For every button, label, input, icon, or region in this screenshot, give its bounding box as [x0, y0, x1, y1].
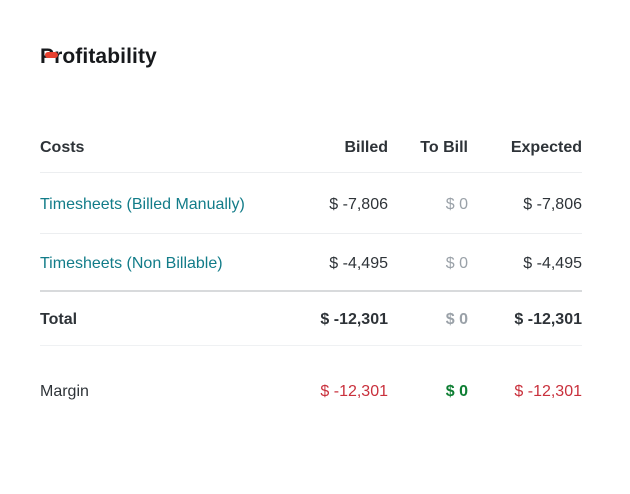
to-bill-value: $ 0	[388, 233, 468, 292]
billed-value: $ -4,495	[278, 233, 388, 292]
margin-row: Margin $ -12,301 $ 0 $ -12,301	[40, 345, 582, 435]
table-header: Costs Billed To Bill Expected	[40, 122, 582, 173]
total-billed-value: $ -12,301	[278, 291, 388, 346]
total-label: Total	[40, 291, 278, 346]
margin-billed-value: $ -12,301	[320, 383, 388, 401]
profitability-table: Costs Billed To Bill Expected Timesheets…	[40, 122, 582, 435]
table-row: Timesheets (Non Billable) $ -4,495 $ 0 $…	[40, 233, 582, 292]
expected-value: $ -4,495	[468, 233, 582, 292]
total-expected-value: $ -12,301	[468, 291, 582, 346]
panel-content: Profitability Costs Billed To Bill Expec…	[0, 44, 630, 435]
red-dash-decoration	[45, 52, 58, 58]
column-header-costs: Costs	[40, 122, 278, 173]
profitability-panel: Profitability Costs Billed To Bill Expec…	[0, 44, 630, 494]
column-header-billed: Billed	[278, 122, 388, 173]
row-link-timesheets-billed-manually[interactable]: Timesheets (Billed Manually)	[40, 195, 245, 213]
table-row: Timesheets (Billed Manually) $ -7,806 $ …	[40, 172, 582, 234]
total-row: Total $ -12,301 $ 0 $ -12,301	[40, 291, 582, 346]
margin-label: Margin	[40, 383, 89, 401]
margin-to-bill-value: $ 0	[445, 383, 468, 401]
row-link-timesheets-non-billable[interactable]: Timesheets (Non Billable)	[40, 254, 223, 272]
total-to-bill-value: $ 0	[388, 291, 468, 346]
column-header-to-bill: To Bill	[388, 122, 468, 173]
column-header-expected: Expected	[468, 122, 582, 173]
billed-value: $ -7,806	[278, 172, 388, 234]
to-bill-value: $ 0	[388, 172, 468, 234]
expected-value: $ -7,806	[468, 172, 582, 234]
page-title: Profitability	[40, 45, 157, 68]
header-row: Costs Billed To Bill Expected	[40, 122, 582, 173]
margin-expected-value: $ -12,301	[514, 383, 582, 401]
